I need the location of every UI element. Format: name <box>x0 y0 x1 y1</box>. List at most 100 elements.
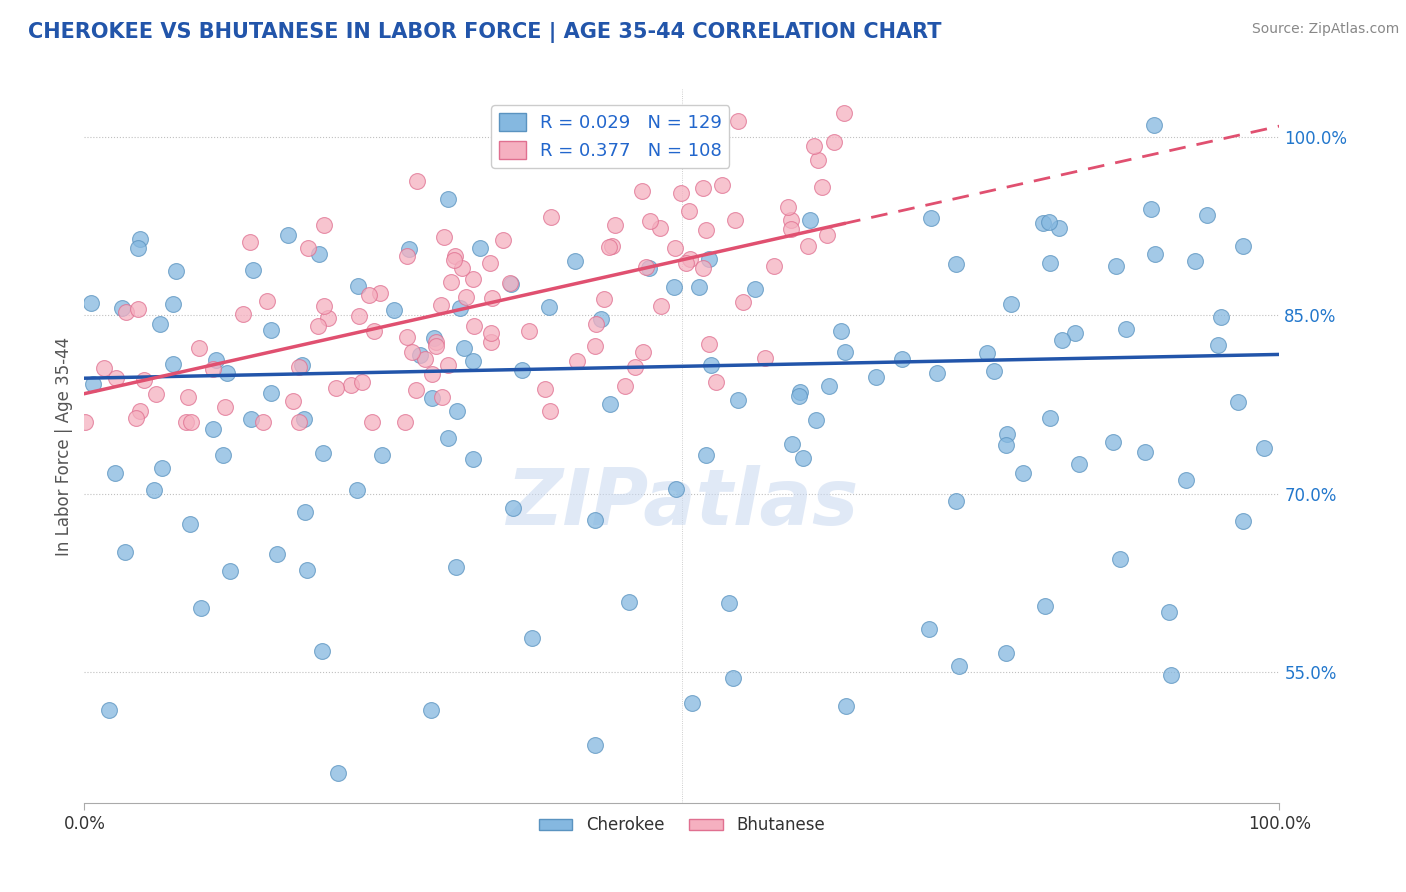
Point <box>162 297 184 311</box>
Point <box>395 249 418 263</box>
Point <box>149 318 172 332</box>
Point <box>165 263 187 277</box>
Point <box>437 431 460 445</box>
Point <box>368 285 391 300</box>
Point <box>1232 514 1254 528</box>
Point <box>75 415 97 429</box>
Point <box>510 363 533 377</box>
Point <box>807 153 830 168</box>
Point <box>145 387 167 401</box>
Point <box>422 391 444 405</box>
Point <box>792 451 814 466</box>
Point <box>398 243 420 257</box>
Point <box>778 200 800 214</box>
Point <box>583 513 606 527</box>
Point <box>499 276 522 290</box>
Point <box>1144 247 1167 261</box>
Point <box>277 227 299 242</box>
Point <box>675 256 697 270</box>
Point <box>664 280 686 294</box>
Point <box>128 232 150 246</box>
Point <box>454 290 477 304</box>
Point <box>995 426 1018 441</box>
Point <box>314 300 336 314</box>
Point <box>780 213 803 227</box>
Point <box>721 671 744 685</box>
Point <box>681 696 703 710</box>
Point <box>357 288 380 302</box>
Point <box>517 324 540 338</box>
Point <box>436 358 458 372</box>
Point <box>787 389 810 403</box>
Point <box>1039 410 1062 425</box>
Point <box>114 545 136 559</box>
Point <box>1157 605 1180 619</box>
Point <box>162 357 184 371</box>
Point <box>437 192 460 206</box>
Point <box>533 382 555 396</box>
Point <box>1039 256 1062 270</box>
Point <box>361 415 384 429</box>
Point <box>796 238 818 252</box>
Point <box>865 370 887 384</box>
Point <box>350 375 373 389</box>
Point <box>440 275 463 289</box>
Point <box>782 437 804 451</box>
Point <box>347 309 370 323</box>
Point <box>502 501 524 516</box>
Legend: Cherokee, Bhutanese: Cherokee, Bhutanese <box>533 810 831 841</box>
Point <box>461 354 484 368</box>
Point <box>688 280 710 294</box>
Point <box>363 324 385 338</box>
Point <box>1184 254 1206 268</box>
Point <box>830 324 852 338</box>
Point <box>401 345 423 359</box>
Point <box>205 352 228 367</box>
Point <box>630 184 652 198</box>
Point <box>308 247 330 261</box>
Point <box>214 400 236 414</box>
Point <box>540 210 562 224</box>
Point <box>413 351 436 366</box>
Point <box>104 467 127 481</box>
Point <box>201 362 224 376</box>
Point <box>585 318 607 332</box>
Point <box>450 260 472 275</box>
Point <box>394 415 416 429</box>
Point <box>252 415 274 429</box>
Point <box>803 138 825 153</box>
Point <box>637 260 659 275</box>
Point <box>1102 434 1125 449</box>
Point <box>325 381 347 395</box>
Point <box>260 323 283 337</box>
Point <box>312 446 335 460</box>
Point <box>727 114 749 128</box>
Point <box>598 240 620 254</box>
Point <box>733 295 755 310</box>
Point <box>422 368 444 382</box>
Point <box>1133 444 1156 458</box>
Point <box>692 181 714 195</box>
Point <box>1063 326 1085 340</box>
Point <box>425 339 447 353</box>
Point <box>449 301 471 315</box>
Point <box>650 299 672 313</box>
Point <box>294 505 316 519</box>
Point <box>1227 394 1250 409</box>
Point <box>463 451 485 466</box>
Point <box>692 260 714 275</box>
Point <box>945 257 967 271</box>
Point <box>983 363 1005 377</box>
Point <box>564 254 586 268</box>
Point <box>583 339 606 353</box>
Point <box>479 326 502 341</box>
Point <box>82 377 104 392</box>
Point <box>948 659 970 673</box>
Point <box>665 483 688 497</box>
Point <box>297 563 319 577</box>
Point <box>1208 337 1230 351</box>
Point <box>789 384 811 399</box>
Point <box>1105 259 1128 273</box>
Point <box>538 404 561 418</box>
Point <box>124 411 146 425</box>
